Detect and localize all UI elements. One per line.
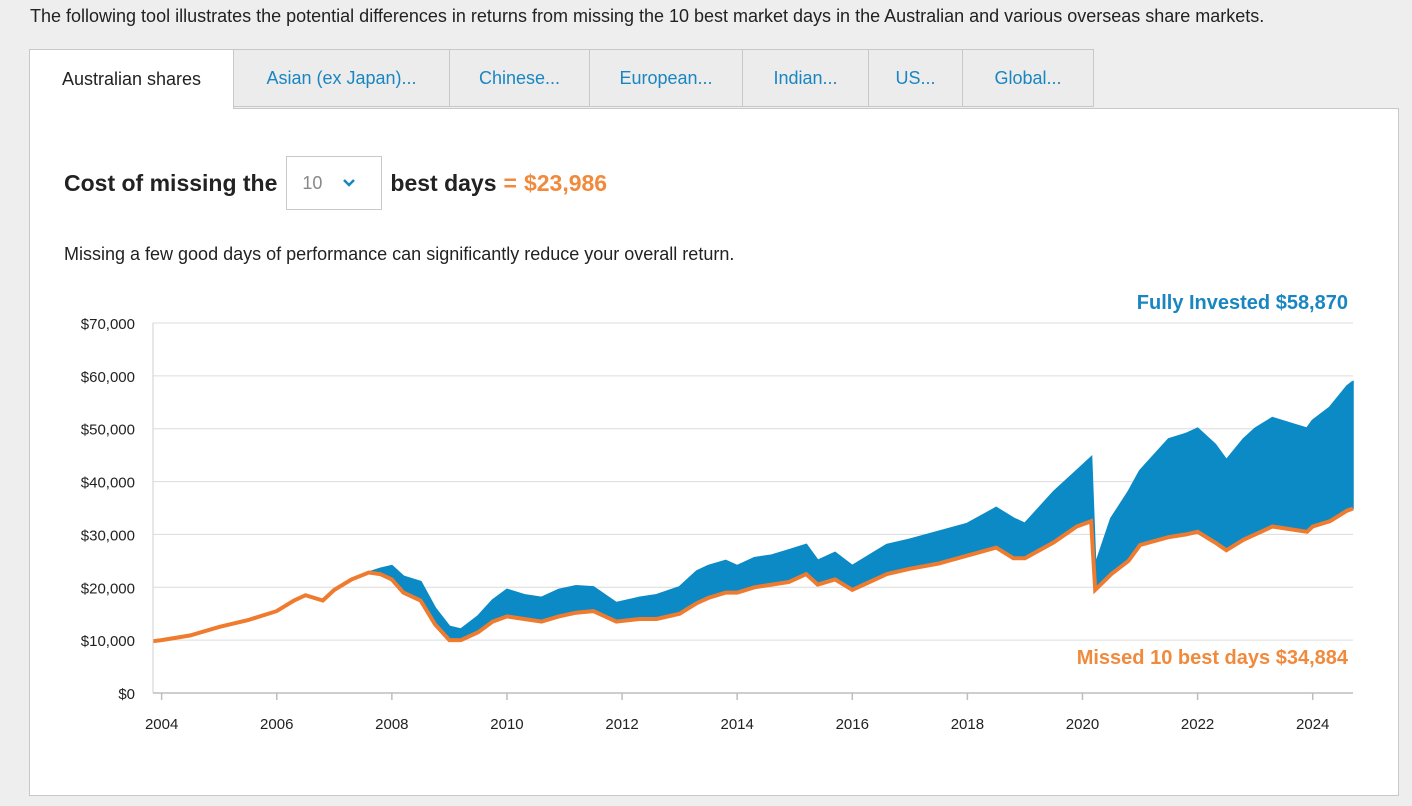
x-tick-label: 2022 bbox=[1181, 716, 1214, 733]
y-tick-label: $60,000 bbox=[81, 369, 135, 386]
x-tick-label: 2006 bbox=[260, 716, 293, 733]
chevron-down-icon bbox=[343, 179, 356, 187]
x-tick-label: 2016 bbox=[836, 716, 869, 733]
cost-heading: Cost of missing the 10 best days = $23,9… bbox=[64, 155, 607, 211]
x-tick-label: 2020 bbox=[1066, 716, 1099, 733]
y-tick-label: $0 bbox=[118, 686, 135, 703]
tab-chinese[interactable]: Chinese... bbox=[450, 49, 590, 107]
x-tick-label: 2018 bbox=[951, 716, 984, 733]
y-tick-label: $20,000 bbox=[81, 580, 135, 597]
x-tick-label: 2014 bbox=[720, 716, 753, 733]
cost-suffix: best days bbox=[390, 169, 497, 196]
tab-asian-ex-japan[interactable]: Asian (ex Japan)... bbox=[234, 49, 450, 107]
y-tick-label: $40,000 bbox=[81, 475, 135, 492]
tab-european[interactable]: European... bbox=[590, 49, 743, 107]
equals-sign: = bbox=[503, 169, 517, 196]
chart-subtitle: Missing a few good days of performance c… bbox=[64, 244, 735, 264]
missed-days-label: Missed 10 best days $34,884 bbox=[1076, 647, 1348, 669]
days-select-value: 10 bbox=[302, 172, 323, 193]
x-tick-label: 2012 bbox=[605, 716, 638, 733]
x-tick-label: 2010 bbox=[490, 716, 523, 733]
fully-invested-area bbox=[152, 380, 1354, 642]
y-tick-label: $10,000 bbox=[81, 633, 135, 650]
missed-days-line bbox=[152, 506, 1354, 644]
y-tick-label: $70,000 bbox=[81, 316, 135, 333]
market-tabs: Australian shares Asian (ex Japan)... Ch… bbox=[29, 49, 1094, 109]
cost-value: $23,986 bbox=[523, 169, 608, 196]
x-tick-label: 2004 bbox=[145, 716, 178, 733]
y-tick-label: $30,000 bbox=[81, 527, 135, 544]
intro-text: The following tool illustrates the poten… bbox=[30, 6, 1265, 26]
chart-areas bbox=[152, 380, 1354, 644]
chart-axes: $0 $10,000 $20,000 $30,000 $40,000 $50,000 $60… bbox=[81, 316, 1353, 733]
x-tick-label: 2008 bbox=[375, 716, 408, 733]
tab-global[interactable]: Global... bbox=[963, 49, 1094, 107]
days-select[interactable]: 10 bbox=[286, 156, 383, 210]
fully-invested-label: Fully Invested $58,870 bbox=[1136, 292, 1348, 314]
tab-indian[interactable]: Indian... bbox=[743, 49, 869, 107]
tab-australian-shares[interactable]: Australian shares bbox=[29, 49, 234, 109]
fully-invested-line bbox=[152, 380, 1354, 643]
cost-prefix: Cost of missing the bbox=[64, 169, 278, 196]
y-tick-label: $50,000 bbox=[81, 422, 135, 439]
tab-us[interactable]: US... bbox=[869, 49, 963, 107]
x-tick-label: 2024 bbox=[1296, 716, 1329, 733]
